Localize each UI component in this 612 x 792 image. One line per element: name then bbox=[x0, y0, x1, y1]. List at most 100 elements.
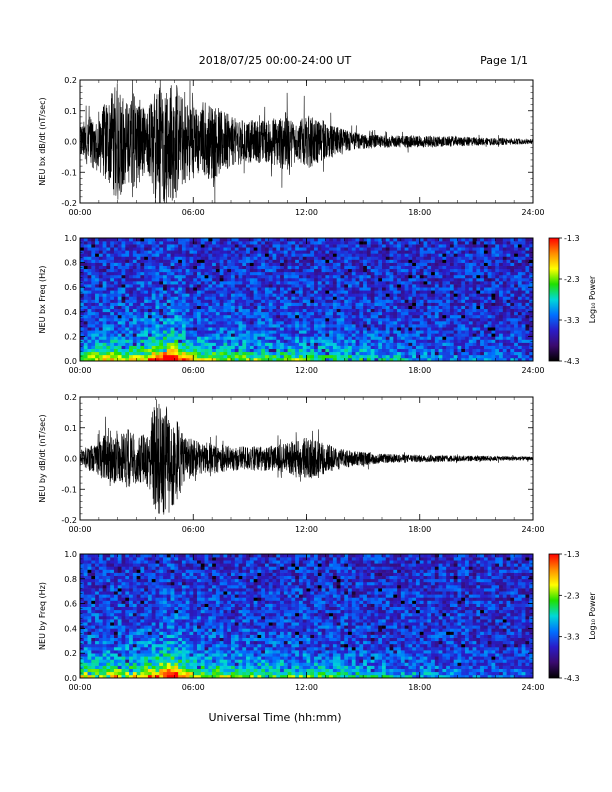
spectrogram-cell bbox=[476, 305, 481, 310]
spectrogram-cell bbox=[181, 327, 187, 331]
spectrogram-cell bbox=[442, 259, 447, 263]
spectrogram-cell bbox=[136, 262, 141, 266]
spectrogram-cell bbox=[238, 262, 243, 266]
spectrogram-cell bbox=[499, 314, 504, 319]
spectrogram-cell bbox=[344, 290, 349, 294]
spectrogram-cell bbox=[295, 271, 300, 276]
spectrogram-cell bbox=[223, 241, 228, 245]
spectrogram-cell bbox=[525, 268, 530, 273]
spectrogram-cell bbox=[98, 238, 103, 242]
spectrogram-cell bbox=[106, 259, 111, 263]
spectrogram-cell bbox=[268, 277, 273, 282]
spectrogram-cell bbox=[348, 241, 353, 245]
spectrogram-cell bbox=[147, 345, 153, 350]
spectrogram-cell bbox=[197, 348, 202, 353]
spectrogram-cell bbox=[397, 342, 402, 346]
spectrogram-cell bbox=[355, 317, 360, 322]
spectrogram-cell bbox=[419, 268, 424, 273]
spectrogram-cell bbox=[242, 336, 247, 340]
spectrogram-cell bbox=[340, 271, 345, 276]
spectrogram-cell bbox=[306, 321, 311, 325]
spectrogram-cell bbox=[434, 339, 439, 343]
spectrogram-cell bbox=[495, 253, 500, 257]
spectrogram-cell bbox=[80, 293, 85, 297]
spectrogram-cell bbox=[98, 339, 103, 343]
spectrogram-cell bbox=[83, 354, 88, 359]
spectrogram-cell bbox=[359, 321, 364, 325]
spectrogram-cell bbox=[374, 336, 379, 340]
spectrogram-cell bbox=[487, 253, 492, 257]
spectrogram-cell bbox=[102, 262, 107, 266]
spectrogram-cell bbox=[483, 354, 489, 359]
spectrogram-cell bbox=[121, 244, 126, 248]
spectrogram-cell bbox=[208, 348, 213, 353]
spectrogram-cell bbox=[487, 296, 492, 300]
spectrogram-cell bbox=[340, 354, 345, 359]
spectrogram-cell bbox=[215, 342, 220, 346]
spectrogram-cell bbox=[110, 333, 115, 337]
spectrogram-cell bbox=[129, 336, 134, 340]
spectrogram-cell bbox=[317, 330, 322, 334]
spectrogram-cell bbox=[136, 330, 141, 334]
spectrogram-cell bbox=[351, 241, 356, 245]
spectrogram-cell bbox=[366, 250, 371, 254]
spectrogram-cell bbox=[321, 357, 326, 362]
spectrogram-cell bbox=[170, 317, 175, 322]
spectrogram-cell bbox=[80, 299, 85, 303]
spectrogram-cell bbox=[385, 293, 390, 297]
spectrogram-cell bbox=[480, 311, 485, 316]
spectrogram-cell bbox=[227, 284, 232, 288]
spectrogram-cell bbox=[461, 302, 466, 306]
spectrogram-cell bbox=[200, 274, 205, 279]
spectrogram-cell bbox=[197, 339, 202, 343]
spectrogram-cell bbox=[521, 265, 526, 270]
spectrogram-cell bbox=[159, 265, 164, 270]
spectrogram-cell bbox=[434, 348, 439, 353]
spectrogram-cell bbox=[144, 296, 149, 300]
spectrogram-cell bbox=[227, 302, 232, 306]
spectrogram-cell bbox=[355, 293, 360, 297]
spectrogram-cell bbox=[423, 274, 428, 279]
spectrogram-cell bbox=[121, 290, 126, 294]
spectrogram-cell bbox=[363, 284, 368, 288]
spectrogram-cell bbox=[310, 284, 315, 288]
spectrogram-cell bbox=[204, 308, 209, 313]
spectrogram-cell bbox=[125, 290, 130, 294]
spectrogram-cell bbox=[419, 311, 424, 316]
spectrogram-cell bbox=[163, 339, 168, 343]
spectrogram-cell bbox=[325, 308, 330, 313]
spectrogram-cell bbox=[159, 256, 164, 260]
spectrogram-cell bbox=[412, 339, 417, 343]
spectrogram-cell bbox=[302, 345, 307, 350]
spectrogram-cell bbox=[132, 250, 137, 254]
spectrogram-cell bbox=[291, 336, 296, 340]
spectrogram-cell bbox=[438, 351, 443, 356]
spectrogram-cell bbox=[332, 262, 337, 266]
spectrogram-cell bbox=[242, 250, 247, 254]
spectrogram-cell bbox=[499, 241, 504, 245]
spectrogram-cell bbox=[495, 281, 500, 285]
spectrogram-cell bbox=[510, 345, 515, 350]
spectrogram-cell bbox=[272, 357, 277, 362]
spectrogram-cell bbox=[385, 330, 390, 334]
spectrogram-cell bbox=[291, 317, 296, 322]
spectrogram-cell bbox=[117, 327, 122, 331]
spectrogram-cell bbox=[268, 305, 273, 310]
spectrogram-cell bbox=[283, 302, 288, 306]
spectrogram-cell bbox=[457, 293, 462, 297]
spectrogram-cell bbox=[363, 330, 368, 334]
spectrogram-cell bbox=[102, 238, 107, 242]
spectrogram-cell bbox=[476, 317, 481, 322]
spectrogram-cell bbox=[132, 308, 137, 313]
spectrogram-cell bbox=[442, 330, 447, 334]
spectrogram-cell bbox=[121, 302, 126, 306]
spectrogram-cell bbox=[476, 287, 481, 291]
spectrogram-cell bbox=[98, 247, 103, 251]
spectrogram-cell bbox=[87, 247, 92, 251]
spectrogram-cell bbox=[253, 262, 258, 266]
spectrogram-cell bbox=[476, 314, 481, 319]
spectrogram-cell bbox=[332, 277, 337, 282]
spectrogram-cell bbox=[200, 339, 205, 343]
spectrogram-cell bbox=[336, 250, 341, 254]
spectrogram-cell bbox=[98, 308, 103, 313]
